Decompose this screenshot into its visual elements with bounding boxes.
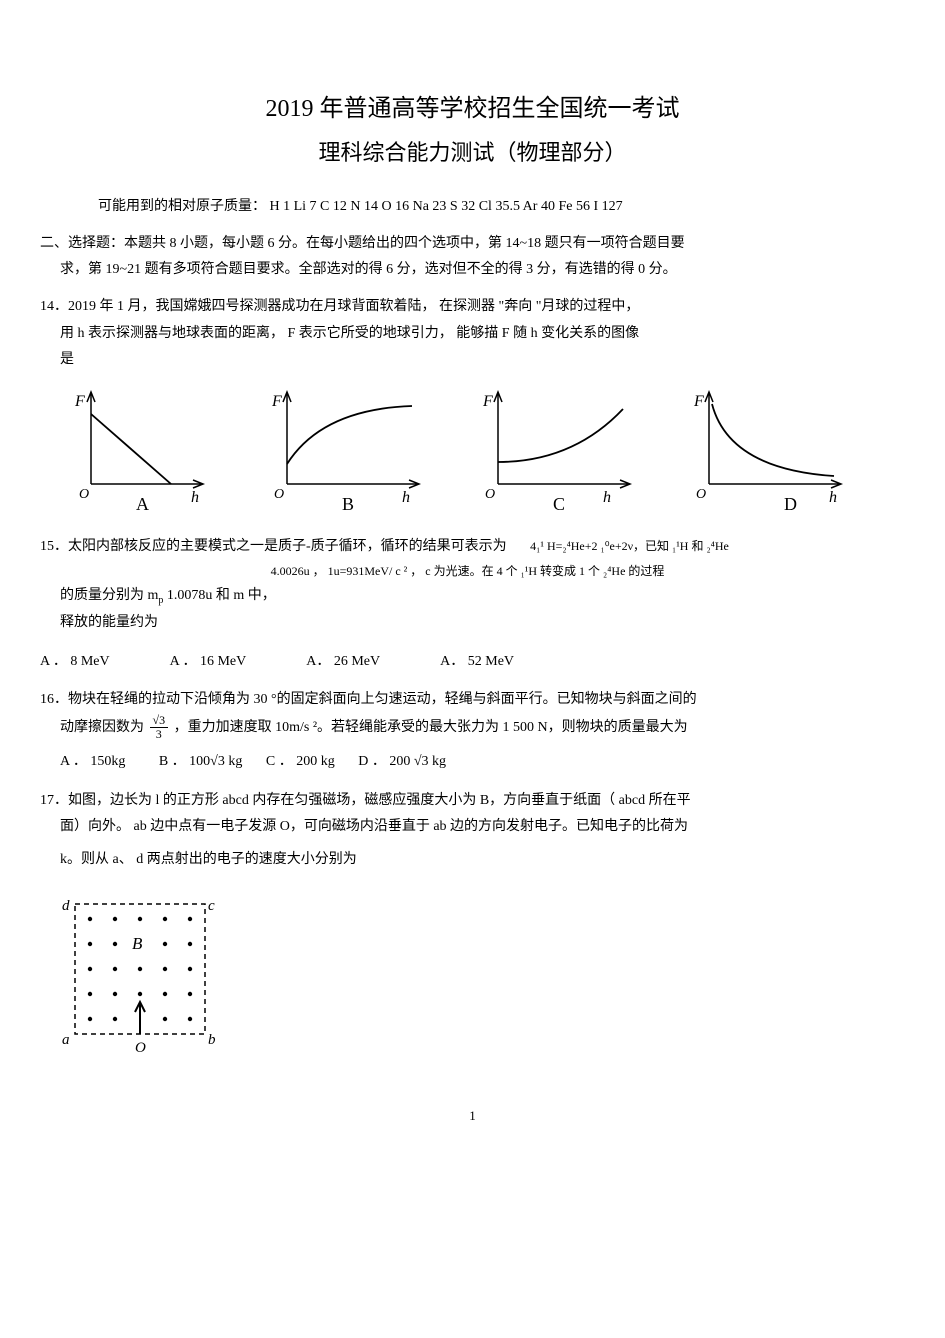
q17-number: 17．: [40, 793, 68, 808]
q16-options: A ． 150kg B ． 100√3 kg C ． 200 kg D ． 20…: [60, 749, 875, 776]
q17-text1: 如图，边长为 l 的正方形 abcd 内存在匀强磁场，磁感应强度大小为 B，方向…: [68, 793, 691, 808]
chart-D-svg: F O h D: [684, 384, 854, 514]
atomic-masses: 可能用到的相对原子质量： H 1 Li 7 C 12 N 14 O 16 Na …: [70, 194, 875, 221]
svg-text:O: O: [485, 487, 495, 502]
chart-A-svg: F O h A: [61, 384, 221, 514]
q17-diagram: d c a b O B: [40, 884, 875, 1064]
label-b: b: [208, 1032, 216, 1048]
svg-text:F: F: [74, 393, 85, 410]
svg-text:O: O: [274, 487, 284, 502]
question-16: 16．物块在轻绳的拉动下沿倾角为 30 °的固定斜面向上匀速运动，轻绳与斜面平行…: [40, 687, 875, 776]
q16-number: 16．: [40, 692, 68, 707]
q16-frac-den: 3: [150, 728, 169, 741]
q15-text1: 太阳内部核反应的主要模式之一是质子-质子循环，循环的结果可表示为: [68, 539, 507, 554]
q16-line2: 动摩擦因数为 √3 3 ，重力加速度取 10m/s ²。若轻绳能承受的最大张力为…: [60, 714, 875, 742]
chart-C-svg: F O h C: [473, 384, 643, 514]
q16-opt-A: A ． 150kg: [60, 754, 125, 769]
q16-fraction: √3 3: [150, 714, 169, 741]
svg-text:F: F: [693, 393, 704, 410]
label-d: d: [62, 898, 70, 914]
q15-eq: 4₁¹ H=₂⁴He+2 ₁⁰e+2ν，已知 ₁¹H 和 ₂⁴He: [530, 539, 729, 553]
label-a: a: [62, 1032, 70, 1048]
chart-C: F O h C: [473, 384, 643, 514]
label-B: B: [132, 934, 143, 953]
q14-text1: 2019 年 1 月，我国嫦娥四号探测器成功在月球背面软着陆， 在探测器 "奔向…: [68, 299, 639, 314]
q15-opt-C: A． 26 MeV: [306, 649, 380, 676]
q15-opt-D: A． 52 MeV: [440, 649, 514, 676]
page-title: 2019 年普通高等学校招生全国统一考试: [70, 90, 875, 128]
q15-mid: 4.0026u ， 1u=931MeV/ c ² ， c 为光速。在 4 个 ₁…: [60, 560, 875, 583]
svg-text:D: D: [784, 494, 797, 514]
chart-B-svg: F O h B: [262, 384, 432, 514]
question-15: 15．太阳内部核反应的主要模式之一是质子-质子循环，循环的结果可表示为 4₁¹ …: [40, 534, 875, 637]
svg-text:F: F: [482, 393, 493, 410]
q16-line1: 16．物块在轻绳的拉动下沿倾角为 30 °的固定斜面向上匀速运动，轻绳与斜面平行…: [40, 687, 875, 714]
page-subtitle: 理科综合能力测试（物理部分）: [70, 132, 875, 174]
question-17: 17．如图，边长为 l 的正方形 abcd 内存在匀强磁场，磁感应强度大小为 B…: [40, 788, 875, 1064]
svg-text:F: F: [271, 393, 282, 410]
svg-text:A: A: [136, 494, 149, 514]
q14-text2: 用 h 表示探测器与地球表面的距离， F 表示它所受的地球引力， 能够描 F 随…: [60, 321, 875, 348]
chart-B: F O h B: [262, 384, 432, 514]
q15-line2: 的质量分别为 mp 1.0078u 和 m 中，: [60, 583, 875, 610]
q15-opt-A: A ． 8 MeV: [40, 649, 110, 676]
section-2-header: 二、选择题：本题共 8 小题，每小题 6 分。在每小题给出的四个选项中，第 14…: [40, 231, 875, 284]
section-2-line1: 二、选择题：本题共 8 小题，每小题 6 分。在每小题给出的四个选项中，第 14…: [40, 231, 875, 258]
exam-page: 2019 年普通高等学校招生全国统一考试 理科综合能力测试（物理部分） 可能用到…: [0, 0, 945, 1168]
svg-text:B: B: [342, 494, 354, 514]
q17-svg: d c a b O B: [40, 884, 240, 1064]
svg-text:h: h: [402, 489, 410, 506]
q15-number: 15．: [40, 539, 68, 554]
svg-text:O: O: [696, 487, 706, 502]
svg-text:h: h: [603, 489, 611, 506]
q17-line1: 17．如图，边长为 l 的正方形 abcd 内存在匀强磁场，磁感应强度大小为 B…: [40, 788, 875, 815]
q16-opt-D: D ． 200 √3 kg: [358, 754, 446, 769]
section-2-line2: 求，第 19~21 题有多项符合题目要求。全部选对的得 6 分，选对但不全的得 …: [60, 257, 875, 284]
q16-l2-post: ，重力加速度取 10m/s ²。若轻绳能承受的最大张力为 1 500 N，则物块…: [174, 720, 688, 735]
q16-l2-pre: 动摩擦因数为: [60, 720, 148, 735]
q15-line3: 释放的能量约为: [60, 610, 875, 637]
svg-text:h: h: [191, 489, 199, 506]
q15-l2b: 1.0078u 和 m 中，: [163, 588, 275, 603]
q17-text3: k。则从 a、 d 两点射出的电子的速度大小分别为: [60, 847, 875, 874]
label-c: c: [208, 898, 215, 914]
question-14: 14．2019 年 1 月，我国嫦娥四号探测器成功在月球背面软着陆， 在探测器 …: [40, 294, 875, 514]
q14-charts: F O h A F O h B: [40, 384, 875, 514]
q16-frac-num: √3: [150, 714, 169, 728]
svg-text:C: C: [553, 494, 565, 514]
chart-D: F O h D: [684, 384, 854, 514]
q15-line1: 15．太阳内部核反应的主要模式之一是质子-质子循环，循环的结果可表示为 4₁¹ …: [40, 534, 875, 561]
q16-opt-B: B ． 100√3 kg: [159, 754, 243, 769]
q17-text2: 面）向外。 ab 边中点有一电子发源 O，可向磁场内沿垂直于 ab 边的方向发射…: [60, 814, 875, 841]
q14-line1: 14．2019 年 1 月，我国嫦娥四号探测器成功在月球背面软着陆， 在探测器 …: [40, 294, 875, 321]
q14-number: 14．: [40, 299, 68, 314]
svg-text:h: h: [829, 489, 837, 506]
q15-opt-B: A ． 16 MeV: [170, 649, 247, 676]
page-number: 1: [70, 1104, 875, 1129]
q15-l2a: 的质量分别为 m: [60, 588, 158, 603]
q14-text3: 是: [60, 347, 875, 374]
q16-text1: 物块在轻绳的拉动下沿倾角为 30 °的固定斜面向上匀速运动，轻绳与斜面平行。已知…: [68, 692, 697, 707]
q16-opt-C: C ． 200 kg: [266, 754, 335, 769]
label-O: O: [135, 1040, 146, 1056]
q15-options: A ． 8 MeV A ． 16 MeV A． 26 MeV A． 52 MeV: [40, 649, 875, 676]
chart-A: F O h A: [61, 384, 221, 514]
svg-text:O: O: [79, 487, 89, 502]
